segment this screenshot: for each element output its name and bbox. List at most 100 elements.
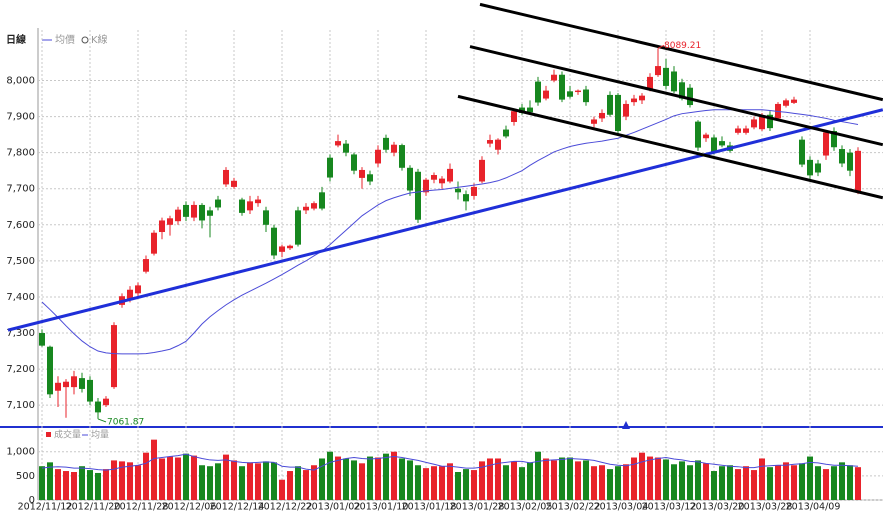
trend-line <box>457 94 883 200</box>
volume-ma-line <box>41 453 859 471</box>
x-tick-label: 2013/01/10 <box>354 502 409 513</box>
candle-body <box>479 159 485 182</box>
x-tick-label: 2013/03/20 <box>690 502 745 513</box>
x-tick-label: 2013/02/05 <box>498 502 553 513</box>
candle-body <box>407 167 413 191</box>
volume-bar <box>247 462 253 500</box>
volume-bar <box>223 454 229 500</box>
volume-bar <box>695 460 701 500</box>
volume-bar <box>719 466 725 500</box>
candle-body <box>567 91 573 97</box>
trend-line <box>479 2 883 102</box>
candle-body <box>655 66 661 76</box>
volume-bar <box>799 463 805 500</box>
volume-bar <box>647 456 653 500</box>
y-tick-label: 7,300 <box>6 328 35 339</box>
x-tick-label: 2012/12/06 <box>162 502 217 513</box>
candle-body <box>759 116 765 130</box>
x-tick-label: 2013/01/02 <box>306 502 361 513</box>
candle-body <box>623 103 629 117</box>
volume-bar <box>447 463 453 500</box>
candle-body <box>399 145 405 168</box>
candle-body <box>431 175 437 180</box>
candle-body <box>287 245 293 249</box>
volume-bar <box>335 456 341 500</box>
legend-icon <box>81 36 89 44</box>
candle-body <box>503 129 509 137</box>
volume-bar <box>575 461 581 500</box>
volume-bar <box>239 466 245 500</box>
y-tick-label: 8,000 <box>6 76 35 87</box>
volume-bar <box>567 457 573 500</box>
candle-body <box>719 141 725 146</box>
volume-bar <box>471 470 477 500</box>
volume-bar <box>591 466 597 500</box>
volume-bar <box>111 460 117 500</box>
volume-bar <box>175 457 181 500</box>
volume-bar <box>295 466 301 500</box>
volume-bar <box>663 459 669 500</box>
volume-bar <box>519 467 525 500</box>
volume-bar <box>655 457 661 500</box>
volume-bar <box>55 469 61 500</box>
candle-body <box>711 137 717 153</box>
candle-body <box>463 194 469 202</box>
candle-body <box>687 87 693 106</box>
volume-bar <box>559 457 565 500</box>
y-tick-label: 0 <box>29 495 35 506</box>
candle-body <box>151 232 157 254</box>
candle-body <box>535 81 541 103</box>
candle-body <box>231 180 237 187</box>
volume-bar <box>79 466 85 500</box>
volume-bar <box>711 471 717 500</box>
candle-body <box>335 141 341 146</box>
candle-body <box>543 90 549 99</box>
y-tick-label: 7,400 <box>6 292 35 303</box>
candle-body <box>111 325 117 388</box>
candle-body <box>143 259 149 272</box>
volume-bar <box>327 451 333 500</box>
x-tick-label: 2012/11/20 <box>66 502 121 513</box>
candle-body <box>375 149 381 164</box>
y-tick-label: 7,900 <box>6 112 35 123</box>
volume-bar <box>119 461 125 500</box>
candle-body <box>79 378 85 389</box>
volume-bar <box>815 466 821 500</box>
candle-body <box>615 94 621 132</box>
volume-bar <box>535 451 541 500</box>
volume-bar <box>143 452 149 500</box>
candle-body <box>47 346 53 395</box>
candle-body <box>767 114 773 129</box>
candle-body <box>847 152 853 171</box>
candle-body <box>191 204 197 218</box>
low-label: 7061.87 <box>107 417 144 427</box>
volume-bar <box>599 465 605 500</box>
volume-bar <box>263 461 269 500</box>
volume-bar <box>839 462 845 500</box>
candle-body <box>447 168 453 182</box>
candle-body <box>159 220 165 233</box>
x-tick-label: 2012/12/14 <box>210 502 265 513</box>
volume-bar <box>823 469 829 500</box>
volume-bar <box>615 466 621 500</box>
volume-bar <box>391 451 397 500</box>
y-tick-label: 7,100 <box>6 400 35 411</box>
candle-body <box>679 82 685 99</box>
candle-body <box>391 144 397 153</box>
candle-body <box>575 90 581 93</box>
candle-body <box>583 89 589 103</box>
candle-body <box>815 163 821 173</box>
candle-body <box>207 210 213 216</box>
candle-body <box>95 401 101 413</box>
volume-bar <box>479 461 485 500</box>
volume-bar <box>215 463 221 500</box>
y-tick-label: 7,200 <box>6 364 35 375</box>
x-tick-label: 2012/11/12 <box>18 502 73 513</box>
candle-body <box>135 285 141 294</box>
volume-bar <box>415 465 421 500</box>
candle-body <box>839 149 845 164</box>
y-tick-label: 500 <box>16 471 35 482</box>
volume-bar <box>847 465 853 500</box>
volume-bar <box>751 470 757 500</box>
volume-bar <box>71 472 77 500</box>
